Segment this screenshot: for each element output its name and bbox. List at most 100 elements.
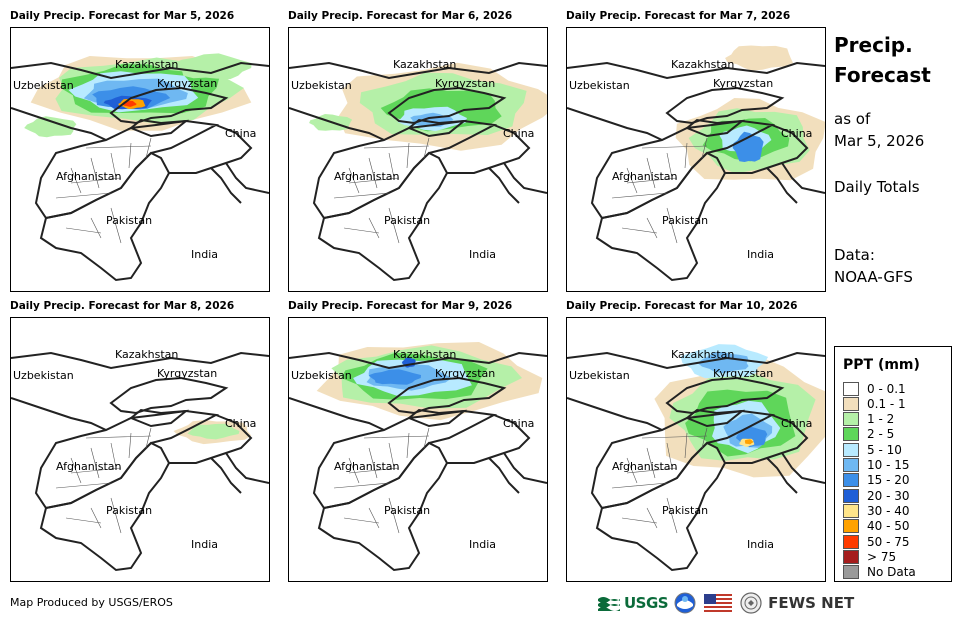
country-border (11, 61, 269, 80)
legend-item: 1 - 2 (843, 412, 894, 427)
usaid-seal-icon (740, 592, 762, 614)
country-border (725, 414, 809, 464)
country-border (289, 61, 547, 80)
country-label-pakistan: Pakistan (662, 214, 709, 227)
legend-item: 0.1 - 1 (843, 396, 906, 411)
admin-boundary (65, 497, 122, 534)
legend-item: > 75 (843, 549, 896, 564)
legend-label: 2 - 5 (867, 427, 895, 442)
admin-boundary (70, 427, 152, 484)
country-label-pakistan: Pakistan (384, 504, 431, 517)
legend-label: 30 - 40 (867, 503, 910, 518)
country-border (685, 408, 746, 428)
legend-swatch (843, 534, 859, 549)
noaa-logo-icon (674, 592, 696, 614)
country-border (169, 124, 253, 174)
country-border (11, 397, 107, 431)
legend-swatch (843, 473, 859, 488)
country-border (567, 351, 825, 370)
usgs-logo-text: USGS (624, 594, 669, 612)
legend-label: 1 - 2 (867, 412, 895, 427)
side-title-line1: Precip. (834, 33, 913, 57)
data-source: Data: NOAA-GFS (834, 244, 913, 288)
legend-label: > 75 (867, 549, 897, 564)
country-border (407, 118, 468, 138)
country-label-kyrgyzstan: Kyrgyzstan (713, 77, 774, 90)
country-border (503, 452, 547, 484)
map-canvas (567, 344, 825, 572)
country-label-kyrgyzstan: Kyrgyzstan (157, 77, 218, 90)
country-border (109, 376, 229, 415)
country-label-kazakhstan: Kazakhstan (671, 58, 735, 71)
admin-boundary (70, 137, 152, 194)
panel-title: Daily Precip. Forecast for Mar 8, 2026 (10, 300, 235, 312)
country-border (781, 162, 825, 194)
footer-logos: USGS FEWS NET (598, 591, 854, 615)
usgs-wave-icon (598, 597, 620, 611)
country-label-pakistan: Pakistan (106, 504, 153, 517)
country-border (129, 118, 190, 138)
admin-boundary (333, 435, 430, 489)
country-border (567, 397, 663, 431)
country-label-china: China (225, 127, 257, 140)
legend-swatch (843, 549, 859, 564)
country-label-kazakhstan: Kazakhstan (393, 58, 457, 71)
legend-item: 40 - 50 (843, 519, 910, 534)
legend-label: 0.1 - 1 (867, 396, 906, 411)
admin-boundary (333, 145, 430, 199)
legend-item: 15 - 20 (843, 473, 910, 488)
admin-boundary (621, 497, 678, 534)
as-of-date: as of Mar 5, 2026 (834, 108, 924, 152)
precip-area (732, 131, 764, 162)
country-label-kyrgyzstan: Kyrgyzstan (157, 367, 218, 380)
country-border (595, 151, 727, 282)
country-border (725, 124, 809, 174)
admin-boundary (626, 137, 708, 194)
precip-area (24, 116, 77, 138)
country-label-india: India (191, 248, 218, 261)
forecast-map: Kazakhstan Uzbekistan Kyrgyzstan China Afgha… (288, 317, 548, 582)
country-label-kyrgyzstan: Kyrgyzstan (435, 367, 496, 380)
country-border (685, 118, 746, 138)
admin-boundary (343, 207, 400, 244)
legend-swatch (843, 396, 859, 411)
legend-item: 30 - 40 (843, 503, 910, 518)
data-source-label: Data: (834, 246, 875, 264)
country-border (447, 124, 531, 174)
country-label-china: China (781, 417, 813, 430)
as-of-value: Mar 5, 2026 (834, 132, 925, 150)
legend-swatch (843, 442, 859, 457)
legend-item: No Data (843, 565, 916, 580)
country-label-uzbekistan: Uzbekistan (13, 79, 74, 92)
legend-label: 0 - 0.1 (867, 381, 906, 396)
country-label-india: India (469, 248, 496, 261)
legend-label: 10 - 15 (867, 458, 910, 472)
country-label-uzbekistan: Uzbekistan (291, 369, 352, 382)
country-border (488, 457, 520, 494)
country-label-afghanistan: Afghanistan (612, 170, 678, 183)
panel-title: Daily Precip. Forecast for Mar 5, 2026 (10, 10, 235, 22)
precip-area (368, 369, 421, 385)
country-label-china: China (225, 417, 257, 430)
country-border (488, 167, 520, 204)
map-canvas (11, 351, 269, 572)
legend-label: 20 - 30 (867, 488, 910, 503)
country-label-china: China (781, 127, 813, 140)
map-credit: Map Produced by USGS/EROS (10, 596, 173, 609)
forecast-map: Kazakhstan Uzbekistan Kyrgyzstan China Afgha… (10, 317, 270, 582)
country-border (766, 167, 798, 204)
admin-boundary (343, 497, 400, 534)
country-label-afghanistan: Afghanistan (334, 460, 400, 473)
country-border (289, 351, 547, 370)
legend-swatch (843, 519, 859, 534)
precip-area (697, 352, 749, 374)
forecast-map: Kazakhstan Uzbekistan Kyrgyzstan China Afgha… (566, 27, 826, 292)
country-border (210, 167, 242, 204)
country-border (129, 408, 190, 428)
legend-swatch (843, 458, 859, 472)
admin-boundary (55, 145, 152, 199)
precip-area (725, 45, 793, 71)
legend-label: 5 - 10 (867, 442, 902, 457)
country-label-kazakhstan: Kazakhstan (115, 348, 179, 361)
